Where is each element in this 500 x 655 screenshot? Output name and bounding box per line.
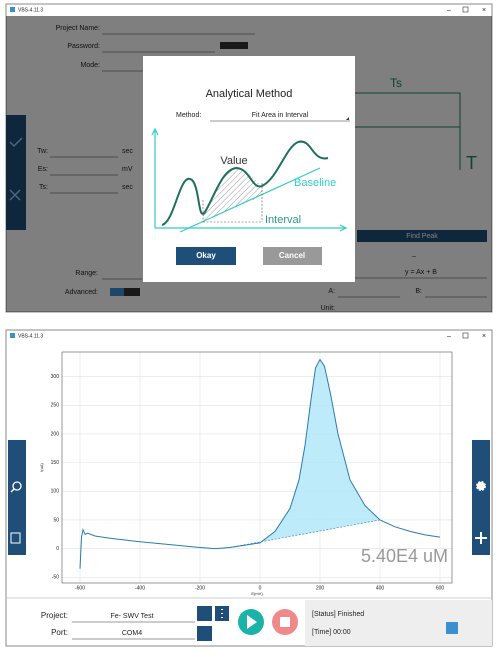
y-tick-label: 300 [51, 374, 60, 380]
dropdown-value: Fit Area in Interval [252, 112, 309, 119]
zoom-icon-handle [10, 488, 15, 493]
x-axis-label: E(mV) [251, 591, 263, 596]
diagram-axes [151, 127, 348, 232]
stop-icon [280, 617, 290, 627]
y-axis-label: I(uA) [39, 463, 44, 472]
button-label: Okay [196, 251, 216, 260]
x-tick-label: -200 [195, 585, 205, 591]
add-icon[interactable] [475, 532, 487, 544]
window-title: VBS-4.11.3 [18, 333, 43, 339]
settings-icon[interactable] [476, 481, 486, 491]
left-tab [8, 440, 26, 555]
window-frame [5, 329, 493, 647]
plot: -600 -400 -200 0 200 400 600 -50 0 50 100 150 200 250… [39, 351, 453, 596]
x-tick-label: 0 [259, 585, 262, 591]
app-icon [10, 333, 15, 338]
y-tick-label: 0 [56, 546, 59, 552]
baseline-label: Baseline [294, 177, 336, 189]
cancel-button[interactable] [263, 247, 322, 265]
x-tick-label: 400 [376, 585, 385, 591]
time: [Time] 00:00 [312, 629, 351, 636]
logo [446, 622, 458, 634]
window-title: VBS-4.11.3 [18, 7, 43, 13]
method-diagram: Value Baseline Interval [151, 127, 348, 233]
folder-button[interactable] [197, 606, 212, 621]
hatched-area [203, 167, 262, 221]
peak-area [230, 359, 380, 548]
curve [79, 358, 441, 569]
y-tick-label: 50 [53, 517, 59, 523]
maximize[interactable] [462, 6, 469, 13]
minimize[interactable]: – [447, 7, 451, 14]
y-tick-label: -50 [52, 575, 59, 581]
diagram-baseline [179, 167, 321, 233]
export-icon[interactable] [10, 532, 21, 544]
play-icon [247, 615, 257, 629]
value-label: Value [220, 155, 247, 167]
right-tab [472, 440, 490, 555]
dialog [143, 56, 355, 282]
label: Project: [41, 611, 68, 620]
y-tick-label: 200 [51, 431, 60, 437]
x-tick-label: -600 [75, 585, 85, 591]
status: [Status] Finished [312, 611, 364, 618]
plot-frame [61, 351, 453, 584]
x-tick-label: 200 [316, 585, 325, 591]
refresh-button[interactable] [197, 626, 212, 641]
minimize[interactable]: – [447, 333, 451, 340]
y-tick-label: 250 [51, 403, 60, 409]
interval-label: Interval [265, 214, 301, 226]
status-panel [305, 600, 492, 646]
maximize[interactable] [462, 332, 469, 339]
label: Method: [176, 112, 201, 119]
interval-marks [202, 183, 263, 223]
dropdown-value: COM4 [122, 630, 142, 637]
bottom-window: VBS-4.11.3 – × -600 -400 -200 0 200 400 600 -50… [5, 329, 493, 647]
top-window: VBS-4.11.3 – × Project Name: Password: M… [5, 3, 493, 313]
y-tick-label: 150 [51, 460, 60, 466]
dropdown-value: Fe- SWV Test [110, 613, 153, 620]
x-tick-label: -400 [135, 585, 145, 591]
baseline [229, 519, 381, 548]
concentration: 5.40E4 uM [361, 546, 448, 566]
y-tick-label: 100 [51, 489, 60, 495]
okay-button[interactable] [176, 247, 236, 265]
x-tick-label: 600 [436, 585, 445, 591]
button-label: Cancel [279, 251, 305, 260]
close[interactable]: × [482, 7, 486, 14]
diagram-curve [161, 140, 329, 226]
dialog-title: Analytical Method [206, 88, 293, 100]
zoom-icon[interactable] [12, 481, 22, 491]
close[interactable]: × [482, 333, 486, 340]
dropdown-arrow [346, 117, 349, 120]
label: Port: [51, 628, 68, 637]
app-icon [10, 7, 15, 12]
